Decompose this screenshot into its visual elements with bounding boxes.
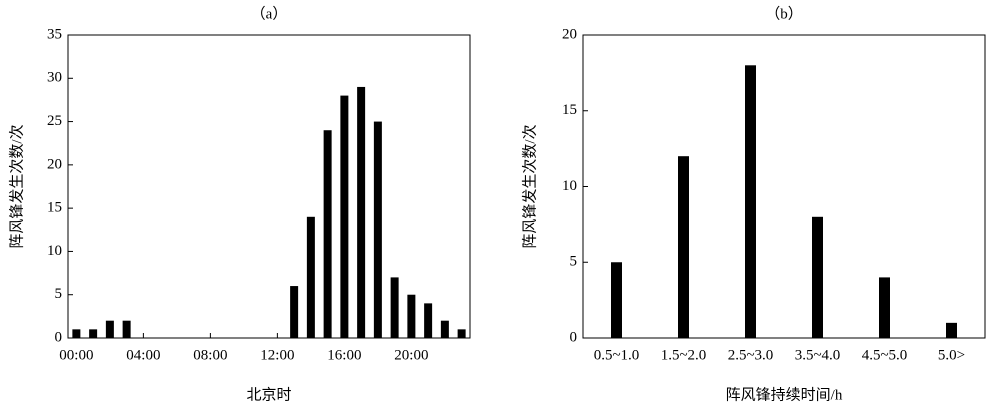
bar (89, 329, 98, 338)
x-tick-label: 16:00 (327, 347, 361, 363)
y-tick-label: 30 (47, 70, 62, 86)
y-tick-label: 15 (562, 102, 577, 118)
y-axis-label: 阵风锋发生次数/次 (8, 124, 25, 248)
bar (946, 322, 957, 338)
bar (407, 294, 416, 338)
y-tick-label: 0 (55, 329, 63, 345)
bar (745, 65, 756, 339)
y-tick-label: 10 (562, 178, 577, 194)
bar (122, 320, 131, 338)
bar (340, 95, 349, 338)
x-tick-label: 2.5~3.0 (728, 347, 774, 363)
x-tick-label: 08:00 (193, 347, 227, 363)
y-tick-label: 0 (570, 329, 578, 345)
chart-title: （b） (765, 5, 803, 22)
x-tick-label: 20:00 (394, 347, 428, 363)
y-tick-label: 35 (47, 26, 62, 42)
x-tick-label: 04:00 (126, 347, 160, 363)
y-tick-label: 20 (562, 26, 577, 42)
x-tick-label: 5.0> (938, 347, 965, 363)
x-tick-label: 4.5~5.0 (862, 347, 908, 363)
bar (611, 262, 622, 338)
bar (290, 286, 299, 338)
x-tick-label: 12:00 (260, 347, 294, 363)
bar (678, 156, 689, 338)
bar (457, 329, 466, 338)
y-tick-label: 15 (47, 200, 62, 216)
bar (812, 216, 823, 338)
y-tick-label: 25 (47, 113, 62, 129)
y-tick-label: 5 (570, 254, 578, 270)
bar (390, 277, 399, 338)
y-tick-label: 20 (47, 156, 62, 172)
y-tick-label: 10 (47, 243, 62, 259)
x-axis-label: 阵风锋持续时间/h (726, 386, 843, 403)
plot-frame (67, 34, 471, 339)
x-tick-label: 1.5~2.0 (661, 347, 707, 363)
x-tick-label: 0.5~1.0 (594, 347, 640, 363)
chart-title: （a） (251, 5, 288, 22)
y-tick-label: 5 (55, 286, 63, 302)
bar (440, 320, 449, 338)
bar (323, 130, 332, 338)
x-axis-label: 北京时 (246, 386, 291, 403)
bar (879, 277, 890, 338)
bar (72, 329, 81, 338)
bar (306, 216, 315, 338)
plot-frame (582, 34, 986, 339)
bar (357, 86, 366, 338)
bar (105, 320, 114, 338)
bar (424, 303, 433, 338)
bar (373, 121, 382, 338)
y-axis-label: 阵风锋发生次数/次 (521, 124, 538, 248)
x-tick-label: 3.5~4.0 (795, 347, 841, 363)
x-tick-label: 00:00 (59, 347, 93, 363)
